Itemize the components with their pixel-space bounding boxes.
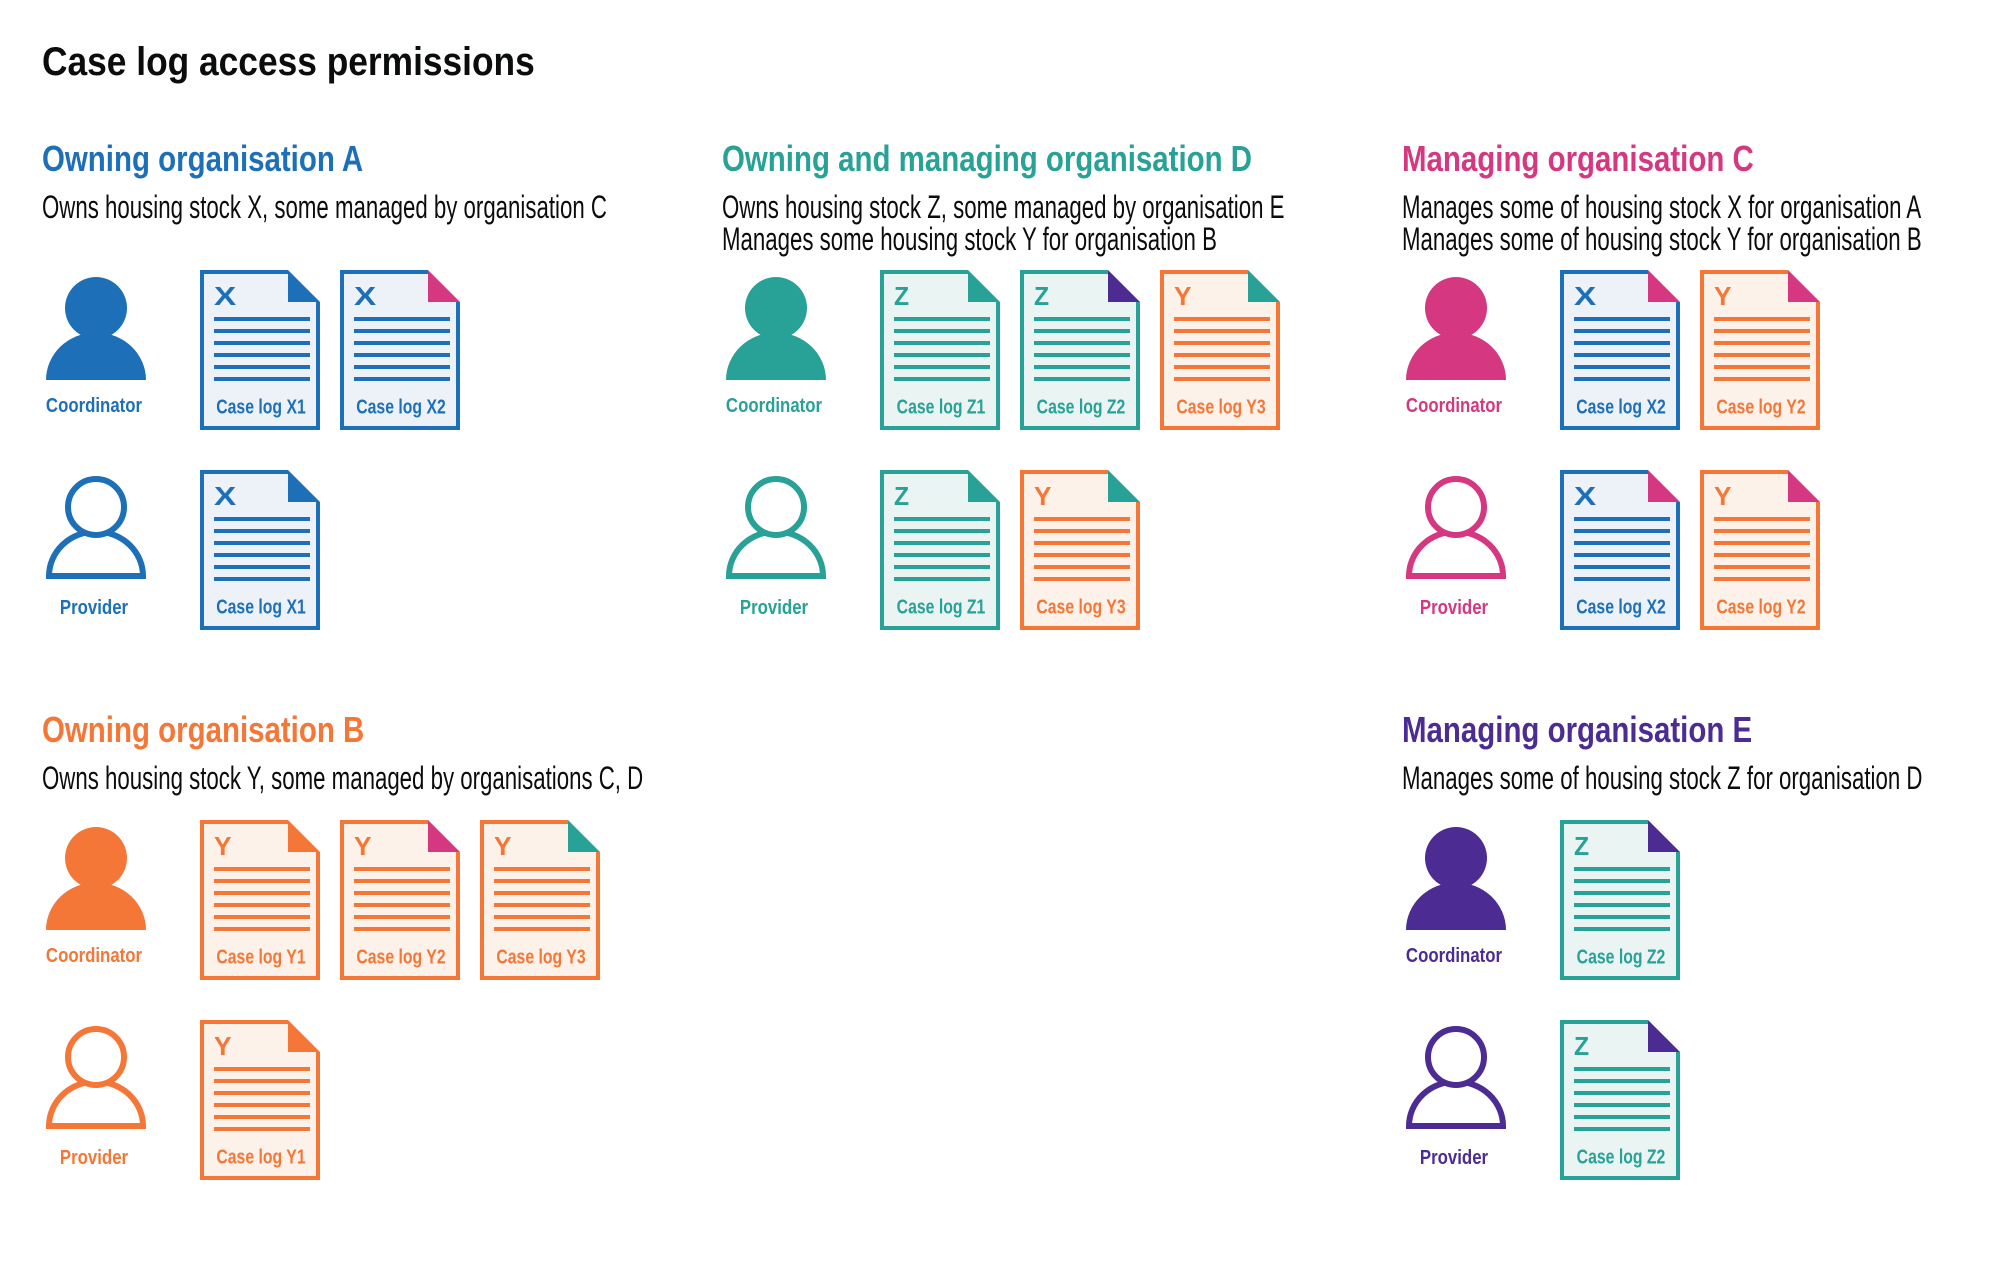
- svg-text:Y: Y: [354, 831, 372, 861]
- svg-text:Case log Y3: Case log Y3: [1176, 396, 1265, 418]
- svg-text:Case log Y3: Case log Y3: [496, 946, 585, 968]
- svg-text:Y: Y: [1174, 281, 1192, 311]
- svg-text:Z: Z: [1574, 832, 1589, 861]
- svg-text:Case log Z1: Case log Z1: [897, 596, 986, 618]
- svg-text:Y: Y: [214, 1031, 232, 1061]
- svg-text:Z: Z: [1034, 282, 1049, 311]
- svg-text:Case log Y2: Case log Y2: [1716, 596, 1805, 618]
- svg-text:Z: Z: [894, 482, 909, 511]
- svg-text:X: X: [1574, 482, 1596, 511]
- svg-text:Case log Y2: Case log Y2: [1716, 396, 1805, 418]
- svg-text:Y: Y: [494, 831, 512, 861]
- svg-text:Z: Z: [894, 282, 909, 311]
- svg-text:Case log Z1: Case log Z1: [897, 396, 986, 418]
- svg-text:Case log Y2: Case log Y2: [356, 946, 445, 968]
- svg-text:Case log X2: Case log X2: [1576, 396, 1666, 418]
- svg-text:X: X: [214, 482, 236, 511]
- svg-text:Case log Z2: Case log Z2: [1577, 946, 1666, 968]
- svg-text:Case log Y1: Case log Y1: [216, 946, 305, 968]
- svg-text:Y: Y: [1034, 481, 1052, 511]
- svg-text:Case log Z2: Case log Z2: [1577, 1146, 1666, 1168]
- svg-text:Case log X1: Case log X1: [216, 396, 306, 418]
- svg-text:Z: Z: [1574, 1032, 1589, 1061]
- svg-text:X: X: [214, 282, 236, 311]
- svg-text:Y: Y: [1714, 281, 1732, 311]
- svg-text:Case log Y3: Case log Y3: [1036, 596, 1125, 618]
- svg-text:X: X: [354, 282, 376, 311]
- svg-text:Case log X1: Case log X1: [216, 596, 306, 618]
- svg-text:X: X: [1574, 282, 1596, 311]
- svg-text:Y: Y: [214, 831, 232, 861]
- svg-text:Case log X2: Case log X2: [356, 396, 446, 418]
- svg-text:Case log X2: Case log X2: [1576, 596, 1666, 618]
- svg-text:Y: Y: [1714, 481, 1732, 511]
- svg-text:Case log Y1: Case log Y1: [216, 1146, 305, 1168]
- svg-text:Case log Z2: Case log Z2: [1037, 396, 1126, 418]
